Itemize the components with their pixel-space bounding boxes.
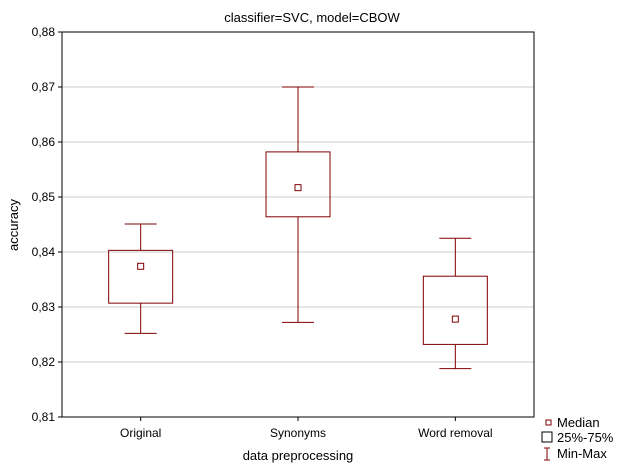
y-axis-label: accuracy	[6, 198, 21, 251]
legend: Median 25%-75% Min-Max	[541, 415, 614, 461]
x-tick-label: Synonyms	[270, 426, 326, 440]
legend-box-label: 25%-75%	[557, 430, 614, 445]
legend-whisker-icon	[544, 447, 550, 461]
y-tick-label: 0,86	[32, 135, 56, 149]
legend-median-label: Median	[557, 415, 600, 430]
chart-title: classifier=SVC, model=CBOW	[224, 10, 400, 25]
y-tick-label: 0,85	[32, 190, 56, 204]
median-marker	[294, 184, 302, 192]
y-tick-label: 0,82	[32, 355, 56, 369]
x-axis-label: data preprocessing	[243, 448, 354, 463]
legend-box-icon	[541, 431, 553, 443]
legend-median-icon	[545, 419, 552, 426]
y-tick-label: 0,84	[32, 245, 56, 259]
median-marker	[137, 262, 145, 270]
box-group	[422, 237, 488, 370]
y-tick-label: 0,88	[32, 25, 56, 39]
x-tick-label: Word removal	[418, 426, 492, 440]
y-tick-label: 0,87	[32, 80, 56, 94]
iqr-box	[108, 249, 174, 304]
legend-whisker-label: Min-Max	[557, 446, 607, 461]
y-tick-label: 0,81	[32, 410, 56, 424]
box-group	[265, 86, 331, 323]
box-group	[108, 223, 174, 334]
y-axis-ticks: 0,81 0,82 0,83 0,84 0,85 0,86 0,87 0,88	[32, 25, 62, 424]
x-axis-ticks: Original Synonyms Word removal	[120, 417, 493, 440]
y-tick-label: 0,83	[32, 300, 56, 314]
median-marker	[451, 315, 459, 323]
iqr-box	[422, 275, 488, 345]
x-tick-label: Original	[120, 426, 161, 440]
iqr-box	[265, 151, 331, 218]
boxes	[108, 86, 488, 370]
